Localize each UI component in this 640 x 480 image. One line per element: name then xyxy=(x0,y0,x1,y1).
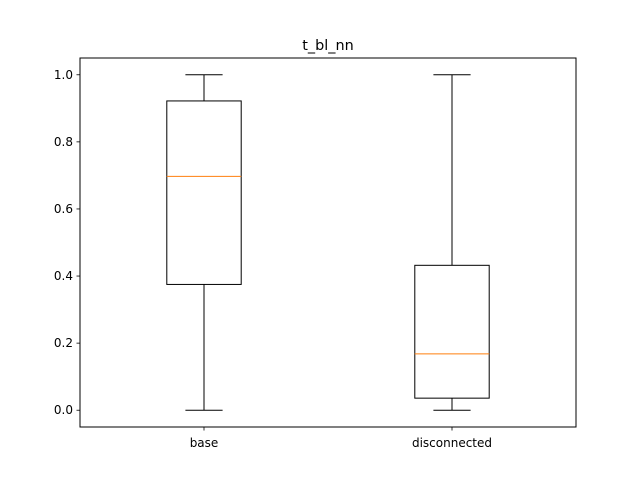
x-tick-label: base xyxy=(190,436,219,450)
y-tick-label: 0.2 xyxy=(54,336,73,350)
chart-title: t_bl_nn xyxy=(302,38,353,54)
x-tick-label: disconnected xyxy=(412,436,492,450)
y-tick-label: 0.0 xyxy=(54,403,73,417)
box-base xyxy=(166,100,242,285)
box-disconnected xyxy=(414,264,490,399)
plot-area: 0.0 0.2 0.4 0.6 0.8 1.0 base disconnected xyxy=(54,68,492,450)
axes-frame xyxy=(79,57,577,428)
y-tick-label: 0.4 xyxy=(54,269,73,283)
y-tick-label: 0.6 xyxy=(54,202,73,216)
y-tick-label: 0.8 xyxy=(54,135,73,149)
y-tick-label: 1.0 xyxy=(54,68,73,82)
